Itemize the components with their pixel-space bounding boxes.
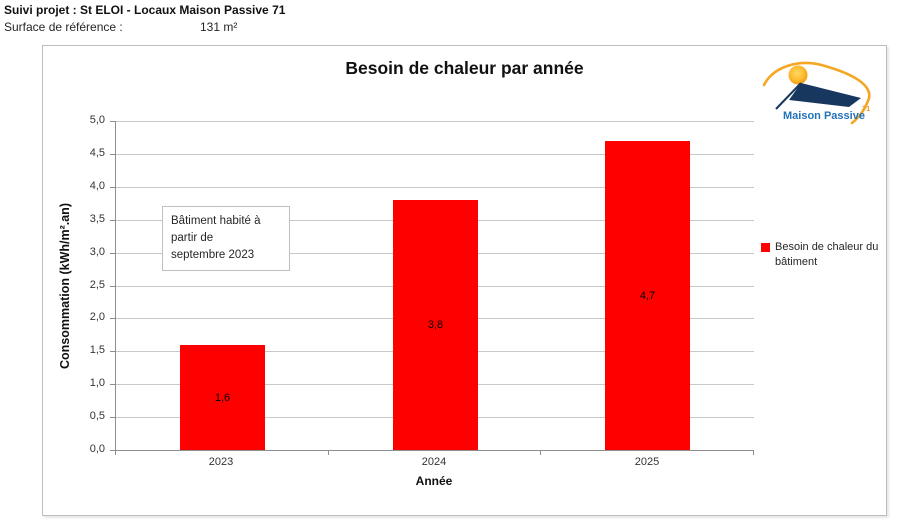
x-tick-label: 2025: [634, 456, 660, 468]
annotation-line: partir de: [171, 232, 214, 244]
data-label: 1,6: [214, 391, 231, 404]
maison-passive-logo: Maison Passive 71: [762, 61, 871, 125]
y-tick-label: 4,5: [89, 147, 105, 159]
gridline: [116, 121, 754, 122]
x-tick: [115, 450, 116, 455]
project-header: Suivi projet : St ELOI - Locaux Maison P…: [4, 3, 286, 17]
x-tick: [328, 450, 329, 455]
chart-frame: Besoin de chaleur par année Maison Passi…: [42, 45, 887, 516]
x-tick: [540, 450, 541, 455]
bar-2024: 3,8: [393, 200, 478, 450]
y-tick: [110, 286, 115, 287]
annotation-box: Bâtiment habité à partir de septembre 20…: [162, 206, 290, 271]
x-tick: [753, 450, 754, 455]
x-axis-ticks: [115, 450, 755, 455]
x-tick-label: 2024: [421, 456, 447, 468]
x-tick-label: 2023: [208, 456, 234, 468]
y-tick-label: 1,0: [89, 377, 105, 389]
y-tick: [110, 384, 115, 385]
bar-2025: 4,7: [605, 141, 690, 450]
surface-value: 131 m²: [200, 20, 238, 34]
annotation-line: septembre 2023: [171, 249, 255, 261]
logo-superscript: 71: [862, 104, 870, 113]
y-tick: [110, 417, 115, 418]
y-tick: [110, 154, 115, 155]
gridline: [116, 187, 754, 188]
logo-text: Maison Passive: [783, 110, 865, 122]
y-tick-label: 1,5: [89, 344, 105, 356]
x-axis-title: Année: [415, 474, 453, 488]
gridline: [116, 154, 754, 155]
y-tick-label: 0,0: [89, 443, 105, 455]
annotation-line: Bâtiment habité à: [171, 215, 261, 227]
chart-title: Besoin de chaleur par année: [345, 58, 584, 78]
y-tick: [110, 187, 115, 188]
y-tick: [110, 351, 115, 352]
y-tick-label: 4,0: [89, 180, 105, 192]
y-tick-label: 2,5: [89, 279, 105, 291]
logo-roof-icon: [789, 83, 861, 107]
plot-area: 1,6 3,8 4,7: [115, 121, 754, 451]
y-tick: [110, 253, 115, 254]
y-tick: [110, 220, 115, 221]
surface-label: Surface de référence :: [4, 20, 123, 34]
y-tick-label: 2,0: [89, 311, 105, 323]
data-label: 3,8: [427, 319, 444, 331]
y-axis-labels: 0,0 0,5 1,0 1,5 2,0 2,5 3,0 3,5 4,0 4,5 5,0: [43, 114, 105, 455]
y-tick: [110, 318, 115, 319]
y-tick-label: 0,5: [89, 410, 105, 422]
logo-swoosh-icon: [762, 61, 871, 125]
y-tick: [110, 450, 115, 451]
data-label: 4,7: [639, 289, 656, 302]
y-tick-label: 5,0: [89, 114, 105, 126]
legend-label: Besoin de chaleur du bâtiment: [775, 241, 879, 268]
legend-marker: [761, 243, 770, 252]
y-tick-label: 3,0: [89, 246, 105, 258]
legend: Besoin de chaleur du bâtiment: [761, 240, 885, 270]
logo-sun-icon: [788, 65, 808, 85]
y-axis-ticks: [110, 121, 115, 452]
bar-2023: 1,6: [180, 345, 265, 450]
x-axis-labels: 2023 2024 2025: [115, 456, 753, 470]
y-tick-label: 3,5: [89, 213, 105, 225]
y-tick: [110, 121, 115, 122]
surface-row: Surface de référence : 131 m²: [4, 20, 424, 35]
logo-gable-icon: [775, 82, 802, 110]
